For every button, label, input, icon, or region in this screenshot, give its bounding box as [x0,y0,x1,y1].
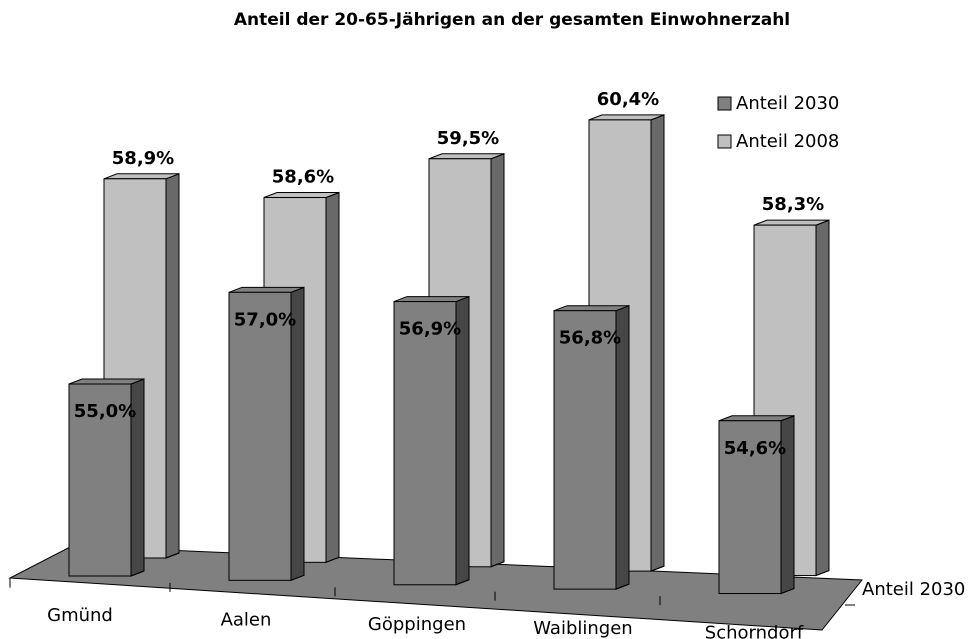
value-label: 55,0% [74,401,136,422]
legend-label: Anteil 2008 [736,131,839,152]
bar-side-shade [650,114,665,572]
value-label: 54,6% [724,438,786,459]
x-tick-label: Göppingen [368,614,466,635]
bar [68,383,132,577]
x-tick-label: Aalen [221,609,272,630]
x-tick-label: Schorndorf [705,623,804,639]
value-label: 57,0% [234,309,296,330]
bar-top [393,296,470,303]
bar-top [718,415,795,422]
value-label: 56,9% [399,319,461,340]
bar-top [103,173,180,180]
bar-top [553,305,630,312]
bar-side-shade [455,295,470,586]
bar [718,420,782,595]
bar-top [428,153,505,160]
depth-label: Anteil 2030 [862,579,965,600]
legend-swatch [717,134,732,149]
legend-label: Anteil 2030 [736,93,839,114]
bar-top [753,219,830,226]
bar-side-shade [290,286,305,582]
value-label: 59,5% [437,128,499,149]
value-label: 58,9% [112,148,174,169]
bar-top [588,114,665,121]
bar-side-shade [490,153,505,568]
x-tick-label: Waiblingen [533,618,632,639]
bar-side-shade [165,173,180,559]
bar [393,301,457,586]
bar [228,291,292,581]
bar [553,310,617,590]
bar-side-shade [815,219,830,577]
bar-top [228,286,305,293]
bar-top [68,378,145,385]
value-label: 58,3% [762,194,824,215]
value-label: 58,6% [272,167,334,188]
x-tick-label: Gmünd [47,605,113,626]
bar-top [263,192,340,199]
legend-swatch [717,96,732,111]
chart-title: Anteil der 20-65-Jährigen an der gesamte… [234,10,790,30]
bar-side-shade [325,191,340,564]
value-label: 60,4% [597,89,659,110]
floor [8,545,864,631]
value-label: 56,8% [559,328,621,349]
